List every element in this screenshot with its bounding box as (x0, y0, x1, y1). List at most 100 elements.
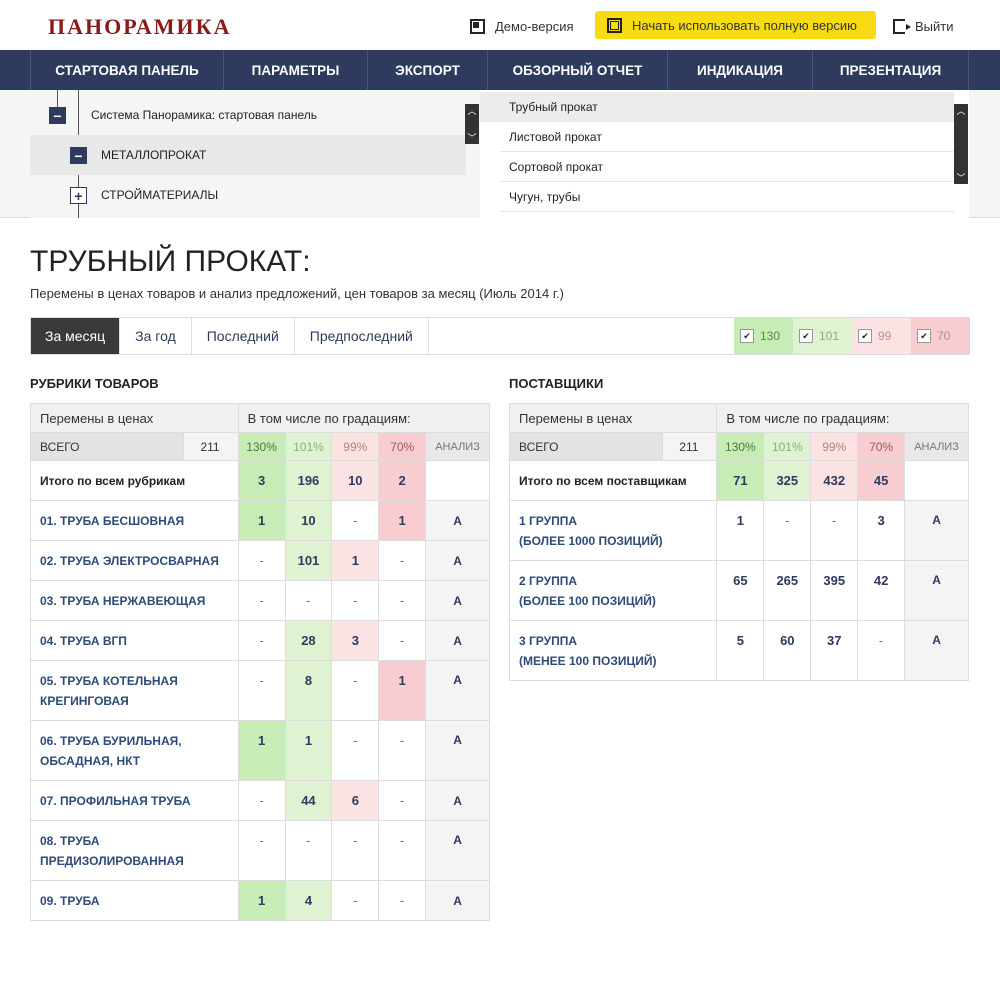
demo-link[interactable]: Демо-версия (470, 16, 574, 36)
col-grades: В том числе по градациям: (716, 403, 969, 433)
analysis-link[interactable]: А (904, 620, 969, 681)
summary-value: 71 (716, 460, 765, 501)
analysis-link[interactable]: А (425, 720, 490, 781)
filter-70[interactable]: ✔ 70 (911, 318, 970, 354)
analysis-header: АНАЛИЗ (425, 432, 490, 461)
checkbox-icon: ✔ (917, 329, 931, 343)
row-value: - (331, 660, 380, 721)
row-name-line: 08. ТРУБА (40, 833, 100, 848)
nav-item-start-panel[interactable]: СТАРТОВАЯ ПАНЕЛЬ (31, 50, 224, 90)
row-value: - (237, 820, 286, 881)
list-item[interactable]: Сортовой прокат (500, 152, 954, 182)
tree-item-building[interactable]: + СТРОЙМАТЕРИАЛЫ (30, 175, 466, 215)
analysis-link[interactable]: А (425, 500, 490, 541)
filter-130[interactable]: ✔ 130 (734, 318, 793, 354)
logout-link[interactable]: Выйти (893, 16, 954, 36)
full-version-icon (607, 17, 622, 33)
checkbox-icon: ✔ (858, 329, 872, 343)
tab-last[interactable]: Последний (192, 318, 295, 354)
tab-month[interactable]: За месяц (31, 318, 121, 354)
category-tree: − Система Панорамика: стартовая панель −… (30, 90, 480, 218)
summary-empty (425, 460, 490, 501)
analysis-link[interactable]: А (904, 500, 969, 561)
row-name-line: 04. ТРУБА ВГП (40, 633, 127, 648)
analysis-link[interactable]: А (425, 620, 490, 661)
row-name[interactable]: 1 ГРУППА (БОЛЕЕ 1000 ПОЗИЦИЙ) (508, 500, 718, 561)
subcategory-list: Трубный прокат Листовой прокат Сортовой … (480, 90, 969, 218)
row-value: - (237, 780, 286, 821)
row-name[interactable]: 08. ТРУБА ПРЕДИЗОЛИРОВАННАЯ (30, 820, 239, 881)
page-title: ТРУБНЫЙ ПРОКАТ: (30, 245, 311, 278)
table-row: 08. ТРУБА ПРЕДИЗОЛИРОВАННАЯ - - - - А (30, 820, 490, 881)
analysis-link[interactable]: А (425, 660, 490, 721)
filter-label: 99 (878, 329, 892, 343)
row-name-line: 3 ГРУППА (519, 633, 578, 648)
analysis-link[interactable]: А (425, 820, 490, 881)
row-name[interactable]: 06. ТРУБА БУРИЛЬНАЯ, ОБСАДНАЯ, НКТ (30, 720, 239, 781)
row-name[interactable]: 07. ПРОФИЛЬНАЯ ТРУБА (30, 780, 239, 821)
nav-item-indication[interactable]: ИНДИКАЦИЯ (668, 50, 813, 90)
analysis-link[interactable]: А (425, 780, 490, 821)
analysis-header: АНАЛИЗ (904, 432, 969, 461)
row-value: - (378, 720, 427, 781)
row-value: - (237, 660, 286, 721)
row-name-line: 09. ТРУБА (40, 893, 100, 908)
table-row: 2 ГРУППА (БОЛЕЕ 100 ПОЗИЦИЙ) 65 265 395 42 А (508, 560, 969, 621)
list-item[interactable]: Чугун, трубы (500, 182, 954, 212)
row-value: - (284, 820, 333, 881)
analysis-link[interactable]: А (425, 540, 490, 581)
tab-year[interactable]: За год (120, 318, 192, 354)
row-value: - (378, 540, 427, 581)
tab-previous[interactable]: Предпоследний (295, 318, 429, 354)
full-version-button[interactable]: Начать использовать полную версию (595, 11, 876, 39)
checkbox-icon: ✔ (799, 329, 813, 343)
list-item[interactable]: Трубный прокат (480, 92, 954, 122)
collapse-icon[interactable]: − (70, 147, 87, 164)
logo[interactable]: ПАНОРАМИКА (48, 14, 232, 39)
nav-item-export[interactable]: ЭКСПОРТ (368, 50, 488, 90)
chevron-up-icon: ︿ (956, 106, 966, 116)
row-name[interactable]: 02. ТРУБА ЭЛЕКТРОСВАРНАЯ (30, 540, 239, 581)
analysis-link[interactable]: А (425, 880, 490, 921)
summary-value: 196 (284, 460, 333, 501)
tree-item-metal[interactable]: − МЕТАЛЛОПРОКАТ (30, 135, 466, 175)
row-name[interactable]: 04. ТРУБА ВГП (30, 620, 239, 661)
expand-icon[interactable]: + (70, 187, 87, 204)
main-nav: СТАРТОВАЯ ПАНЕЛЬ ПАРАМЕТРЫ ЭКСПОРТ ОБЗОР… (0, 50, 1000, 90)
nav-item-overview-report[interactable]: ОБЗОРНЫЙ ОТЧЕТ (488, 50, 668, 90)
row-value: 395 (810, 560, 859, 621)
row-value: 101 (284, 540, 333, 581)
nav-item-presentation[interactable]: ПРЕЗЕНТАЦИЯ (813, 50, 969, 90)
tree-root[interactable]: − Система Панорамика: стартовая панель (30, 95, 466, 135)
categories-table: Перемены в ценах В том числе по градация… (30, 403, 491, 921)
row-name-line: КРЕГИНГОВАЯ (40, 693, 129, 708)
row-name-line: 07. ПРОФИЛЬНАЯ ТРУБА (40, 793, 191, 808)
row-name-line: ОБСАДНАЯ, НКТ (40, 753, 141, 768)
analysis-link[interactable]: А (904, 560, 969, 621)
summary-value: 325 (763, 460, 812, 501)
table-row: 05. ТРУБА КОТЕЛЬНАЯ КРЕГИНГОВАЯ -8-1 А (30, 660, 490, 721)
row-value: - (237, 540, 286, 581)
row-name[interactable]: 03. ТРУБА НЕРЖАВЕЮЩАЯ (30, 580, 239, 621)
list-scrollbar[interactable]: ︿ ﹀ (954, 104, 968, 184)
row-name[interactable]: 2 ГРУППА (БОЛЕЕ 100 ПОЗИЦИЙ) (508, 560, 718, 621)
row-name-line: 01. ТРУБА БЕСШОВНАЯ (40, 513, 185, 528)
filter-99[interactable]: ✔ 99 (852, 318, 911, 354)
row-name[interactable]: 01. ТРУБА БЕСШОВНАЯ (30, 500, 239, 541)
row-name-line: (БОЛЕЕ 1000 ПОЗИЦИЙ) (519, 533, 663, 548)
chevron-up-icon: ︿ (467, 106, 477, 116)
row-value: 3 (857, 500, 906, 561)
row-name[interactable]: 3 ГРУППА (МЕНЕЕ 100 ПОЗИЦИЙ) (508, 620, 718, 681)
nav-item-parameters[interactable]: ПАРАМЕТРЫ (224, 50, 368, 90)
filter-101[interactable]: ✔ 101 (793, 318, 852, 354)
row-value: 1 (237, 880, 286, 921)
row-name[interactable]: 05. ТРУБА КОТЕЛЬНАЯ КРЕГИНГОВАЯ (30, 660, 239, 721)
collapse-icon[interactable]: − (49, 107, 66, 124)
row-name-line: (БОЛЕЕ 100 ПОЗИЦИЙ) (519, 593, 656, 608)
list-item[interactable]: Листовой прокат (500, 122, 954, 152)
row-name[interactable]: 09. ТРУБА (30, 880, 239, 921)
tree-scrollbar[interactable]: ︿ ﹀ (465, 104, 479, 144)
tree-root-label: Система Панорамика: стартовая панель (91, 108, 317, 122)
tree-item-label: МЕТАЛЛОПРОКАТ (101, 148, 207, 162)
analysis-link[interactable]: А (425, 580, 490, 621)
